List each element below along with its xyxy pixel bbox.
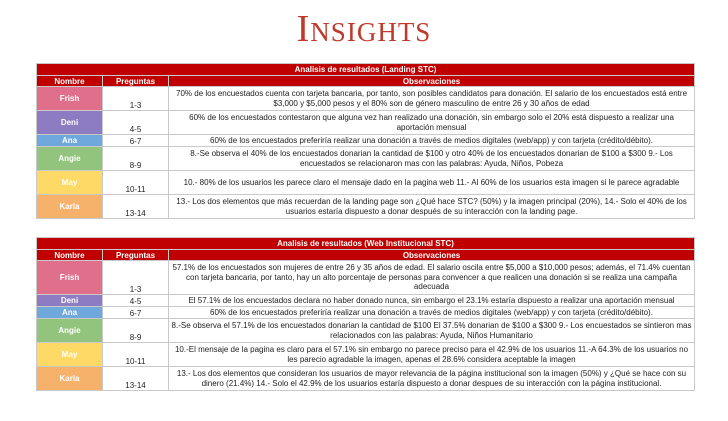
table-row: Karla 13-14 13.- Los dos elementos que c… xyxy=(36,366,695,391)
row-name-cell: May xyxy=(36,170,103,195)
results-table-landing: Analisis de resultados (Landing STC) Nom… xyxy=(35,63,696,219)
page-title: Insights xyxy=(296,8,432,50)
row-name-cell: Deni xyxy=(36,294,103,307)
results-table-web-institucional: Analisis de resultados (Web Instituciona… xyxy=(36,237,695,391)
table-row: Ana 6-7 60% de los encuestados preferirí… xyxy=(36,134,696,147)
row-name-cell: Angie xyxy=(36,318,103,343)
row-name-cell: Karla xyxy=(36,366,103,391)
row-name-cell: Ana xyxy=(36,134,103,147)
table-row: Angie 8-9 8.-Se observa el 40% de los en… xyxy=(36,146,696,171)
table-row: Deni 4-5 60% de los encuestados contesta… xyxy=(36,110,696,135)
row-name-cell: Angie xyxy=(36,146,103,171)
row-observaciones-cell: 57.1% de los encuestados son mujeres de … xyxy=(168,260,695,295)
row-preguntas-cell: 6-7 xyxy=(102,306,169,319)
row-preguntas-cell: 13-14 xyxy=(102,194,169,219)
table-caption: Analisis de resultados (Landing STC) xyxy=(35,63,696,76)
row-observaciones-cell: 10.- 80% de los usuarios les parece clar… xyxy=(167,170,696,195)
table-row: Frish 1-3 70% de los encuestados cuenta … xyxy=(36,86,696,111)
row-name-cell: Frish xyxy=(36,260,103,295)
table-header-row: Nombre Preguntas Observaciones xyxy=(36,75,696,87)
row-observaciones-cell: 13.- Los dos elementos que consideran lo… xyxy=(168,366,695,391)
row-observaciones-cell: 70% de los encuestados cuenta con tarjet… xyxy=(167,86,696,111)
column-header-observaciones: Observaciones xyxy=(167,75,696,87)
table-row: Ana 6-7 60% de los encuestados preferirí… xyxy=(36,306,695,319)
table-row: May 10-11 10.- 80% de los usuarios les p… xyxy=(36,170,696,195)
column-header-preguntas: Preguntas xyxy=(102,249,169,261)
column-header-nombre: Nombre xyxy=(36,249,103,261)
row-observaciones-cell: 10.-El mensaje de la pagina es claro par… xyxy=(168,342,695,367)
table-header-row: Nombre Preguntas Observaciones xyxy=(36,249,695,261)
row-preguntas-cell: 6-7 xyxy=(102,134,169,147)
row-preguntas-cell: 10-11 xyxy=(102,342,169,367)
row-observaciones-cell: 13.- Los dos elementos que más recuerdan… xyxy=(167,194,696,219)
row-preguntas-cell: 1-3 xyxy=(102,260,169,295)
row-name-cell: May xyxy=(36,342,103,367)
table-row: Angie 8-9 8.-Se observa el 57.1% de los … xyxy=(36,318,695,343)
row-observaciones-cell: 60% de los encuestados preferiría realiz… xyxy=(167,134,696,147)
table-caption: Analisis de resultados (Web Instituciona… xyxy=(36,237,695,250)
row-observaciones-cell: 60% de los encuestados contestaron que a… xyxy=(167,110,696,135)
table-caption-row: Analisis de resultados (Landing STC) xyxy=(35,63,696,76)
row-preguntas-cell: 1-3 xyxy=(102,86,169,111)
row-observaciones-cell: 8.-Se observa el 40% de los encuestados … xyxy=(167,146,696,171)
column-header-nombre: Nombre xyxy=(36,75,103,87)
row-preguntas-cell: 4-5 xyxy=(102,110,169,135)
row-preguntas-cell: 10-11 xyxy=(102,170,169,195)
table-row: Karla 13-14 13.- Los dos elementos que m… xyxy=(36,194,696,219)
table-row: May 10-11 10.-El mensaje de la pagina es… xyxy=(36,342,695,367)
row-name-cell: Ana xyxy=(36,306,103,319)
row-observaciones-cell: 8.-Se observa el 57.1% de los encuestado… xyxy=(168,318,695,343)
row-preguntas-cell: 13-14 xyxy=(102,366,169,391)
row-name-cell: Frish xyxy=(36,86,103,111)
row-preguntas-cell: 8-9 xyxy=(102,318,169,343)
column-header-preguntas: Preguntas xyxy=(102,75,169,87)
table-row: Deni 4-5 El 57.1% de los encuestados dec… xyxy=(36,294,695,307)
row-observaciones-cell: 60% de los encuestados preferiría realiz… xyxy=(168,306,695,319)
row-preguntas-cell: 4-5 xyxy=(102,294,169,307)
row-name-cell: Deni xyxy=(36,110,103,135)
row-observaciones-cell: El 57.1% de los encuestados declara no h… xyxy=(168,294,695,307)
table-row: Frish 1-3 57.1% de los encuestados son m… xyxy=(36,260,695,295)
row-preguntas-cell: 8-9 xyxy=(102,146,169,171)
table-caption-row: Analisis de resultados (Web Instituciona… xyxy=(36,237,695,250)
column-header-observaciones: Observaciones xyxy=(168,249,695,261)
row-name-cell: Karla xyxy=(36,194,103,219)
